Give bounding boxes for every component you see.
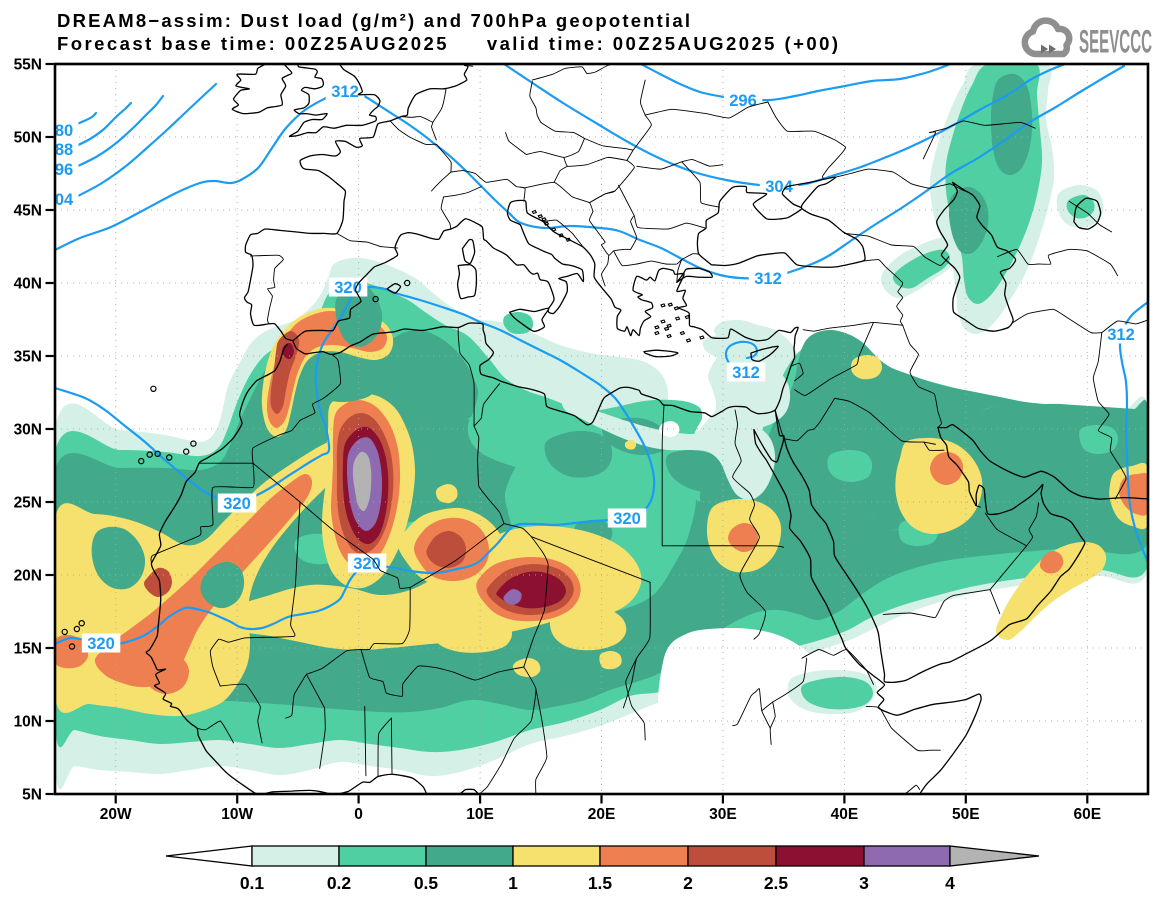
svg-text:312: 312 xyxy=(1107,326,1135,344)
svg-text:20E: 20E xyxy=(588,806,616,823)
svg-text:50E: 50E xyxy=(952,806,980,823)
svg-text:2: 2 xyxy=(683,873,693,893)
svg-text:320: 320 xyxy=(87,635,115,653)
svg-text:25N: 25N xyxy=(14,495,42,512)
svg-text:0.5: 0.5 xyxy=(414,873,439,893)
svg-text:320: 320 xyxy=(613,510,641,528)
svg-text:2.5: 2.5 xyxy=(764,873,789,893)
svg-text:SEEVCCC: SEEVCCC xyxy=(1079,24,1152,60)
svg-text:88: 88 xyxy=(55,141,73,159)
svg-text:1.5: 1.5 xyxy=(588,873,613,893)
svg-text:0.1: 0.1 xyxy=(240,873,265,893)
svg-text:60E: 60E xyxy=(1074,806,1102,823)
svg-text:10N: 10N xyxy=(14,714,42,731)
svg-text:0.2: 0.2 xyxy=(327,873,352,893)
svg-text:320: 320 xyxy=(334,279,362,297)
svg-text:80: 80 xyxy=(55,122,73,140)
svg-text:20W: 20W xyxy=(100,806,132,823)
svg-text:296: 296 xyxy=(729,92,757,110)
svg-text:312: 312 xyxy=(732,364,760,382)
svg-text:04: 04 xyxy=(55,191,74,209)
svg-text:0: 0 xyxy=(354,806,363,823)
svg-text:20N: 20N xyxy=(14,568,42,585)
svg-text:DREAM8−assim: Dust load (g/m²): DREAM8−assim: Dust load (g/m²) and 700hP… xyxy=(57,10,690,31)
svg-text:320: 320 xyxy=(353,555,381,573)
svg-text:40N: 40N xyxy=(14,276,42,293)
svg-text:50N: 50N xyxy=(14,130,42,147)
svg-text:15N: 15N xyxy=(14,641,42,658)
svg-text:5N: 5N xyxy=(22,787,42,804)
svg-text:10W: 10W xyxy=(221,806,253,823)
svg-text:55N: 55N xyxy=(14,57,42,74)
svg-text:30E: 30E xyxy=(709,806,737,823)
svg-text:35N: 35N xyxy=(14,349,42,366)
svg-text:312: 312 xyxy=(331,83,359,101)
svg-text:304: 304 xyxy=(765,178,793,196)
svg-text:45N: 45N xyxy=(14,203,42,220)
svg-text:30N: 30N xyxy=(14,422,42,439)
svg-text:96: 96 xyxy=(55,161,73,179)
svg-text:3: 3 xyxy=(859,873,869,893)
svg-text:40E: 40E xyxy=(831,806,859,823)
svg-text:1: 1 xyxy=(508,873,518,893)
svg-text:10E: 10E xyxy=(466,806,494,823)
svg-text:4: 4 xyxy=(945,873,955,893)
svg-text:312: 312 xyxy=(754,270,782,288)
svg-text:320: 320 xyxy=(223,495,251,513)
